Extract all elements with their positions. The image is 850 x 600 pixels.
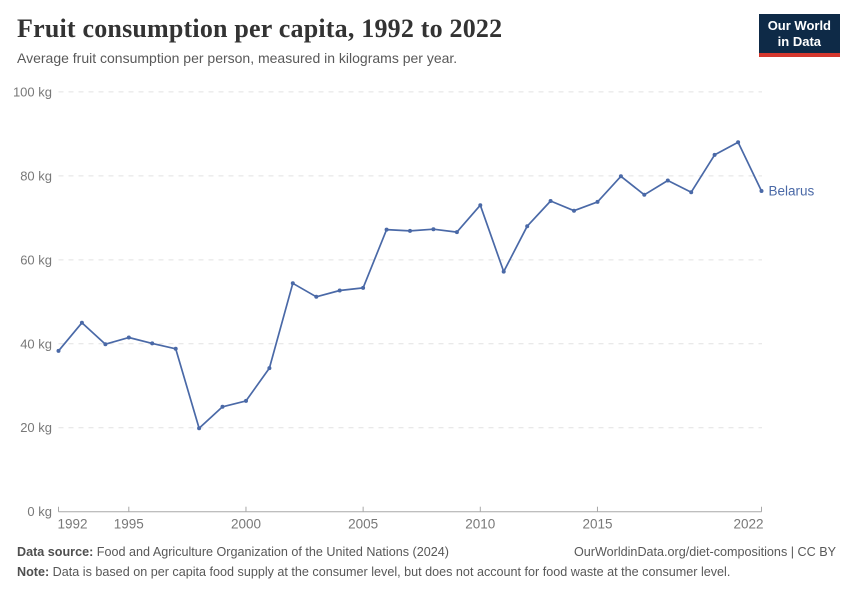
x-axis-label: 1992 bbox=[58, 517, 88, 532]
y-axis-label: 80 kg bbox=[20, 168, 52, 183]
data-source-label: Data source: bbox=[17, 545, 94, 559]
chart-footer: Data source: Food and Agriculture Organi… bbox=[17, 542, 836, 582]
data-point bbox=[478, 203, 483, 208]
y-axis-label: 100 kg bbox=[13, 84, 52, 99]
note-line: Note: Data is based on per capita food s… bbox=[17, 565, 730, 579]
data-point bbox=[126, 335, 131, 340]
y-axis-label: 40 kg bbox=[20, 336, 52, 351]
data-source-text: Food and Agriculture Organization of the… bbox=[93, 545, 449, 559]
data-point bbox=[525, 224, 530, 229]
y-axis-label: 0 kg bbox=[27, 504, 52, 519]
data-point bbox=[501, 269, 506, 274]
owid-logo: Our World in Data bbox=[758, 14, 840, 57]
data-point bbox=[689, 190, 694, 195]
belarus-line bbox=[57, 141, 763, 430]
data-point bbox=[220, 404, 225, 409]
data-point bbox=[150, 341, 155, 346]
data-point bbox=[290, 281, 295, 286]
x-axis-label: 2005 bbox=[348, 517, 378, 532]
note-text: Data is based on per capita food supply … bbox=[49, 565, 731, 579]
y-axis-label: 20 kg bbox=[20, 420, 52, 435]
data-source-line: Data source: Food and Agriculture Organi… bbox=[17, 542, 449, 562]
data-point bbox=[431, 227, 436, 232]
data-point bbox=[665, 178, 670, 183]
data-point bbox=[548, 199, 553, 203]
data-point bbox=[595, 199, 600, 204]
owid-logo-line1: Our World bbox=[767, 18, 831, 33]
data-point bbox=[572, 208, 576, 213]
data-point bbox=[736, 140, 741, 145]
data-point bbox=[267, 366, 272, 371]
data-point bbox=[337, 288, 342, 293]
note-label: Note: bbox=[17, 565, 50, 579]
x-axis-label: 2000 bbox=[231, 517, 261, 532]
footer-link-text: OurWorldinData.org/diet-compositions | C… bbox=[573, 545, 836, 559]
x-axis-label: 2010 bbox=[465, 517, 495, 532]
chart-title: Fruit consumption per capita, 1992 to 20… bbox=[17, 14, 503, 43]
chart-subtitle: Average fruit consumption per person, me… bbox=[17, 50, 458, 66]
data-point bbox=[314, 294, 319, 299]
x-axis-label: 1995 bbox=[114, 517, 144, 532]
series-label: Belarus bbox=[769, 183, 815, 198]
data-point bbox=[384, 227, 389, 232]
data-point bbox=[408, 228, 412, 233]
data-point bbox=[56, 348, 61, 353]
data-point bbox=[618, 174, 623, 179]
data-point bbox=[642, 192, 647, 197]
y-axis-label: 60 kg bbox=[20, 252, 52, 267]
data-point bbox=[197, 426, 202, 431]
data-point bbox=[759, 189, 764, 193]
data-point bbox=[103, 342, 108, 347]
data-point bbox=[454, 230, 459, 235]
owid-logo-line2: in Data bbox=[777, 34, 822, 49]
x-axis-label: 2022 bbox=[733, 517, 763, 532]
data-point bbox=[361, 285, 366, 290]
data-point bbox=[173, 346, 178, 351]
x-axis-label: 2015 bbox=[582, 517, 612, 532]
data-point bbox=[244, 398, 248, 403]
data-point bbox=[79, 320, 84, 325]
data-point bbox=[712, 152, 717, 157]
